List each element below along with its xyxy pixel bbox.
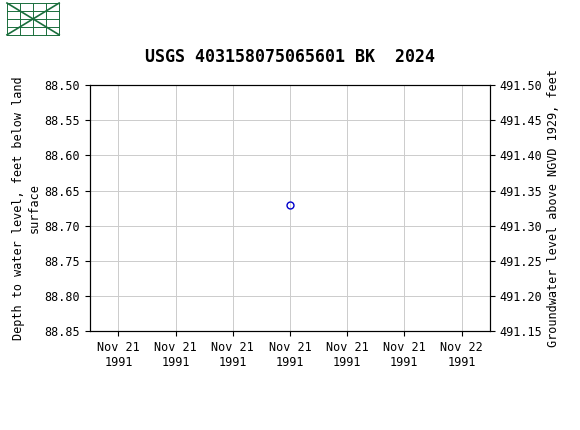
Text: USGS 403158075065601 BK  2024: USGS 403158075065601 BK 2024 [145, 48, 435, 66]
Y-axis label: Groundwater level above NGVD 1929, feet: Groundwater level above NGVD 1929, feet [547, 69, 560, 347]
Bar [7, 3, 59, 35]
Text: USGS: USGS [67, 10, 122, 28]
Y-axis label: Depth to water level, feet below land
surface: Depth to water level, feet below land su… [12, 76, 41, 340]
